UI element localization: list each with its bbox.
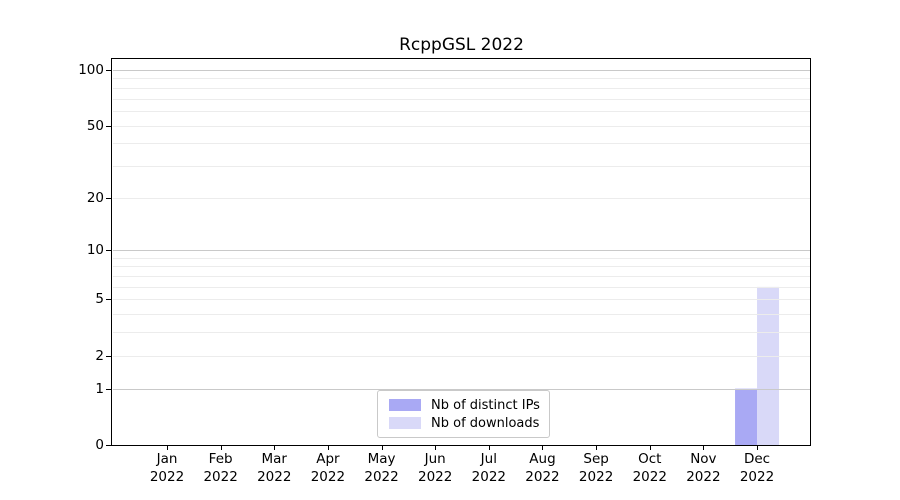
y-tick-label-50: 50 (86, 117, 104, 134)
x-tick-label-nov: Nov 2022 (686, 451, 721, 485)
legend-label-downloads: Nb of downloads (431, 415, 540, 431)
legend-swatch-downloads (389, 417, 421, 429)
legend-swatch-distinct-ips (389, 399, 421, 411)
x-tick-label-may: May 2022 (364, 451, 399, 485)
legend-label-distinct-ips: Nb of distinct IPs (431, 397, 540, 413)
x-tick-label-feb: Feb 2022 (203, 451, 238, 485)
y-tick-label-10: 10 (86, 242, 104, 259)
legend-item-distinct-ips: Nb of distinct IPs (389, 396, 540, 414)
x-tick-label-aug: Aug 2022 (525, 451, 560, 485)
y-tick-label-1: 1 (95, 380, 104, 397)
y-tick-label-2: 2 (95, 347, 104, 364)
legend: Nb of distinct IPs Nb of downloads (377, 390, 550, 438)
x-tick-label-jan: Jan 2022 (149, 451, 185, 485)
y-tick-label-5: 5 (95, 291, 104, 308)
plot-border (111, 58, 811, 446)
x-tick-label-jun: Jun 2022 (418, 451, 453, 485)
x-tick-label-dec: Dec 2022 (739, 451, 775, 485)
bar-nb-of-distinct-ips-dec (735, 388, 758, 445)
bar-nb-of-downloads-dec (757, 286, 780, 445)
y-tick-label-0: 0 (95, 437, 104, 453)
legend-item-downloads: Nb of downloads (389, 414, 540, 432)
x-tick-label-sep: Sep 2022 (578, 451, 614, 485)
x-tick-label-apr: Apr 2022 (310, 451, 346, 485)
x-tick-label-mar: Mar 2022 (257, 451, 292, 485)
y-tick-label-20: 20 (86, 189, 104, 206)
x-tick-label-oct: Oct 2022 (632, 451, 667, 485)
chart-title: RcppGSL 2022 (399, 35, 524, 55)
y-tick-label-100: 100 (78, 62, 104, 78)
x-tick-label-jul: Jul 2022 (471, 451, 506, 485)
